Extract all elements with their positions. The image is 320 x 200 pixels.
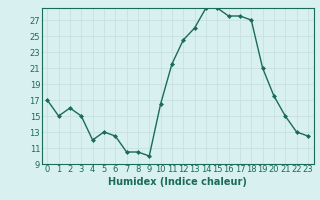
X-axis label: Humidex (Indice chaleur): Humidex (Indice chaleur) — [108, 177, 247, 187]
